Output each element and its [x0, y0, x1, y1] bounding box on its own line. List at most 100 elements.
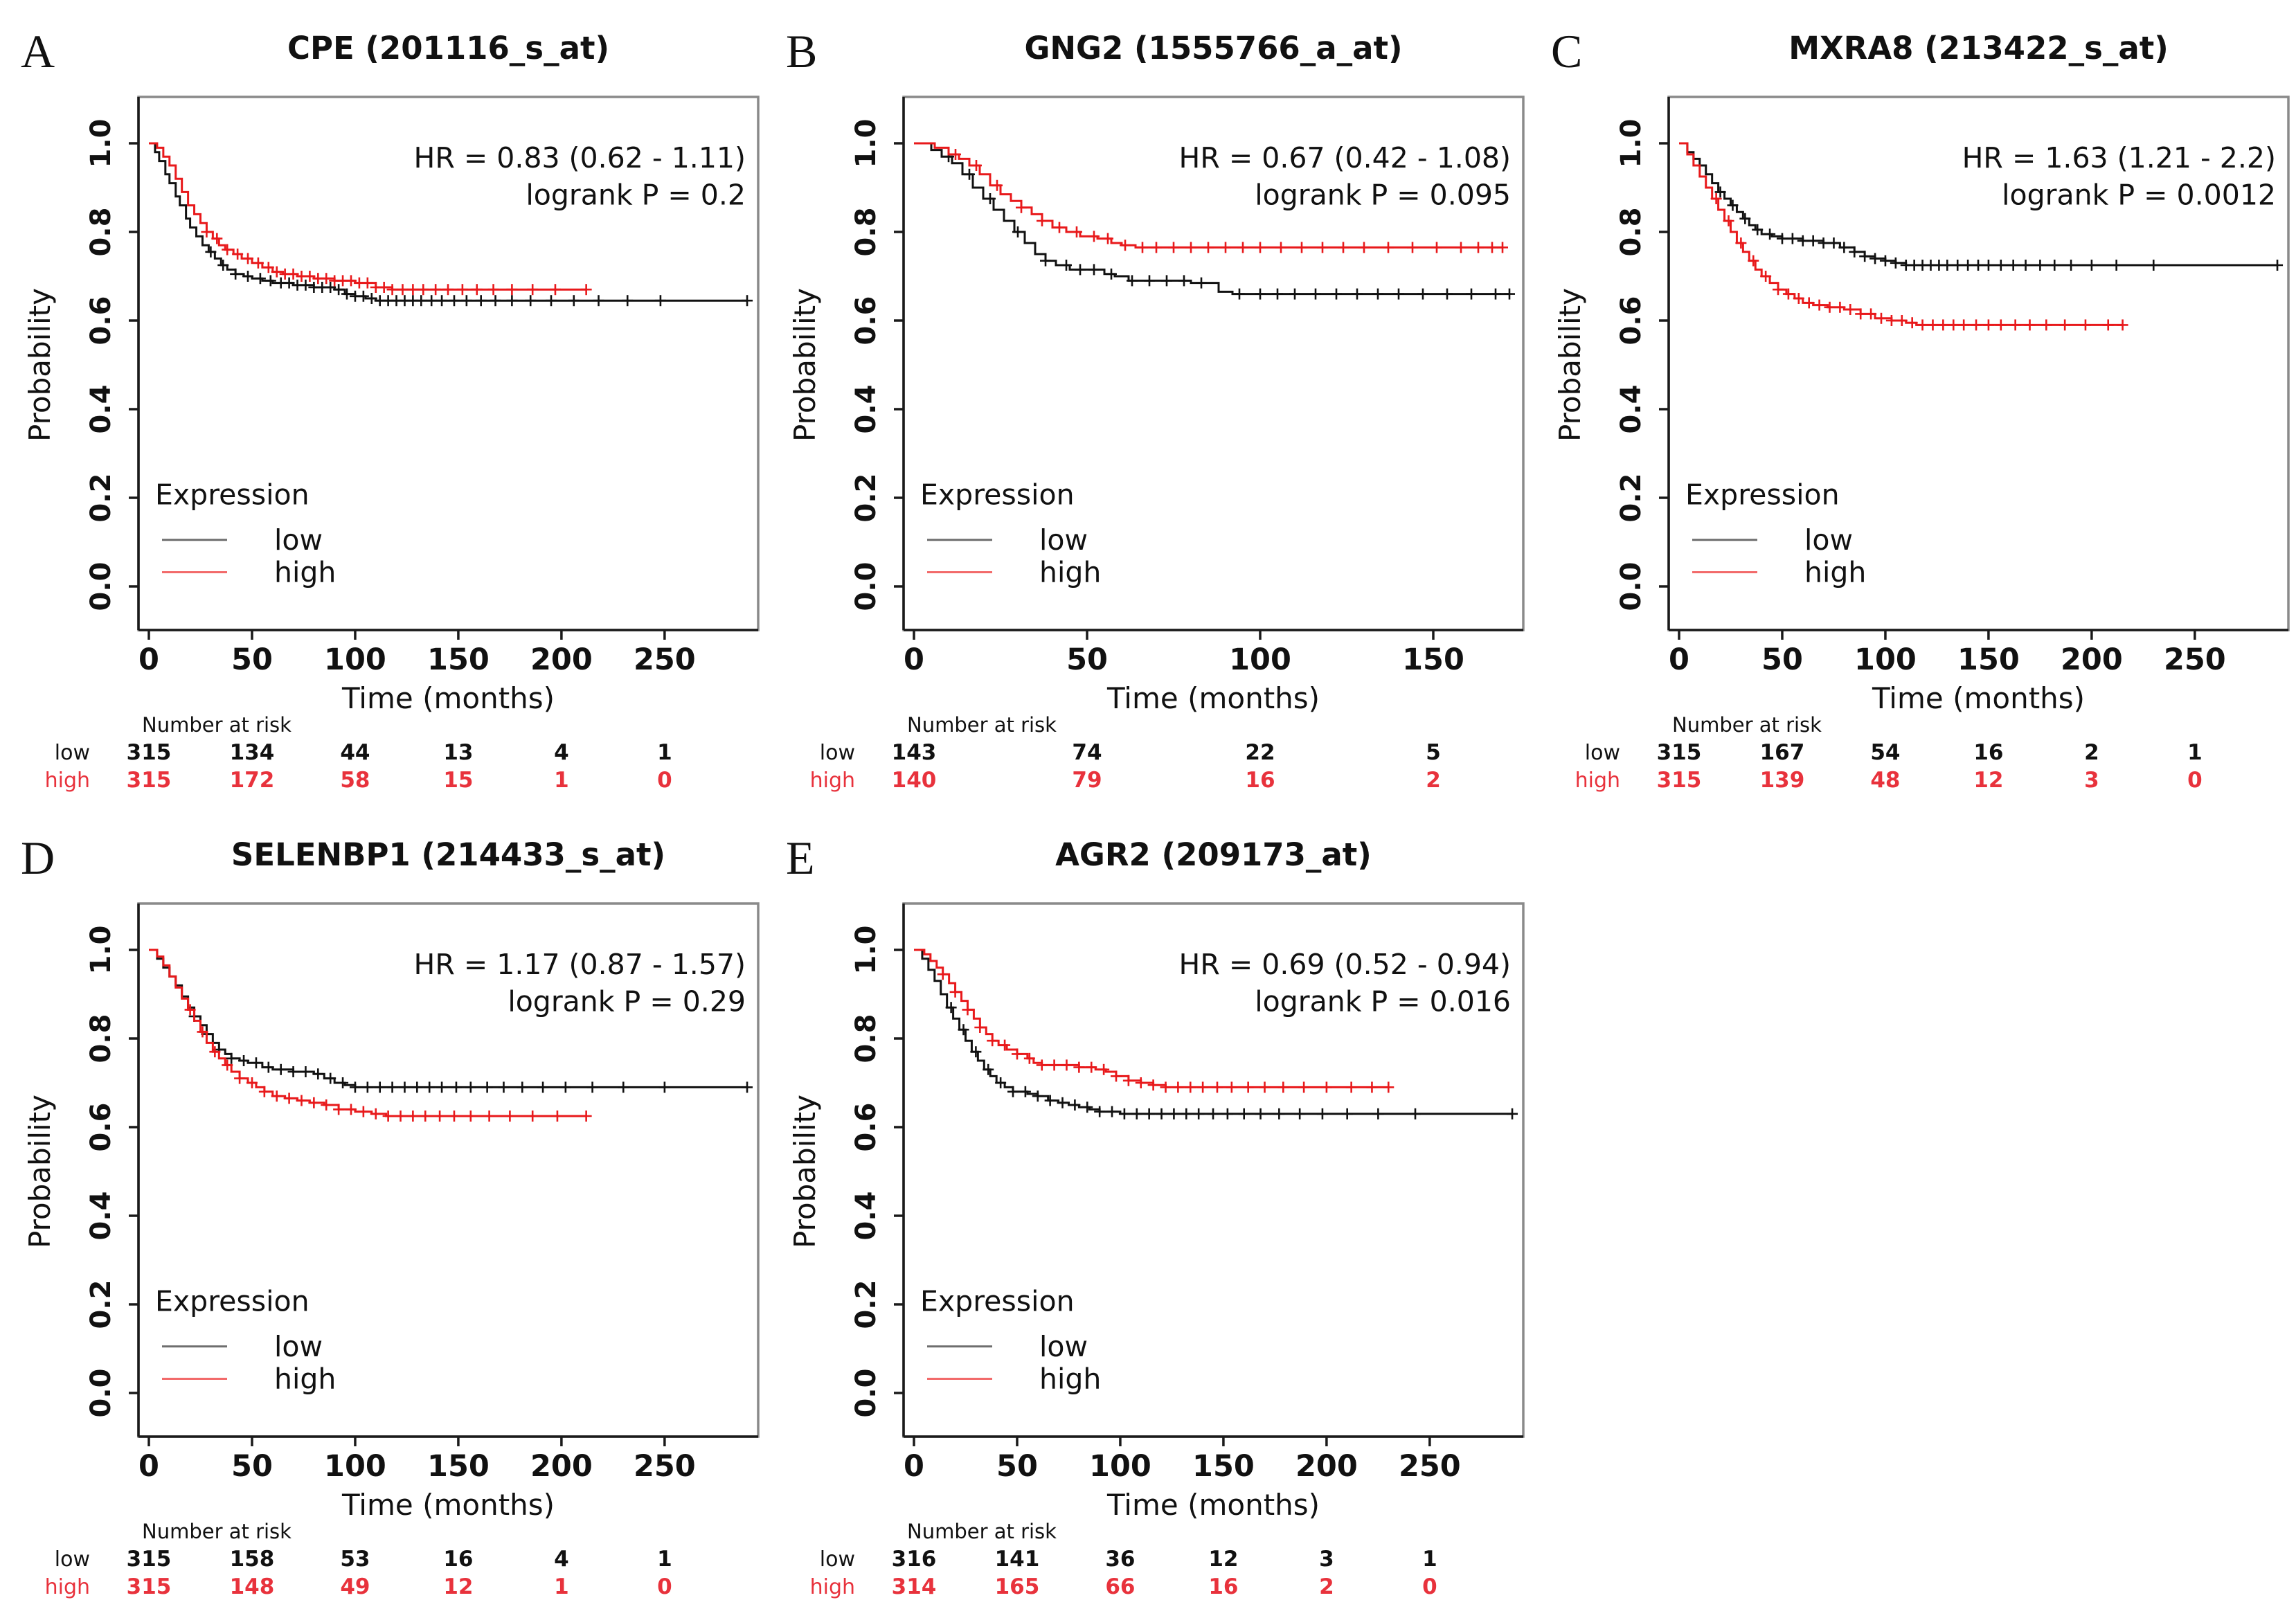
y-tick-label: 1.0 — [850, 119, 882, 168]
logrank-text: logrank P = 0.29 — [508, 985, 746, 1018]
x-tick-label: 150 — [427, 1449, 490, 1484]
y-tick-label: 0.4 — [850, 385, 882, 434]
risk-value-high: 66 — [1105, 1574, 1135, 1599]
panel-letter: D — [21, 832, 55, 884]
panel-title: SELENBP1 (214433_s_at) — [231, 836, 665, 873]
x-axis-label: Time (months) — [341, 681, 555, 715]
y-tick-label: 0.8 — [850, 208, 882, 257]
y-tick-label: 0.6 — [850, 296, 882, 345]
y-tick-label: 0.0 — [85, 1369, 117, 1418]
risk-row-label-low: low — [55, 741, 90, 765]
x-tick-label: 200 — [530, 642, 593, 677]
y-tick-label: 1.0 — [85, 926, 117, 975]
risk-value-low: 16 — [1973, 740, 2003, 765]
plot-frame — [902, 96, 1525, 631]
risk-value-high: 2 — [1319, 1574, 1334, 1599]
risk-value-high: 0 — [657, 1574, 672, 1599]
risk-value-high: 165 — [995, 1574, 1040, 1599]
risk-value-low: 13 — [443, 740, 473, 765]
km-panel-a: A CPE (201116_s_at) 0.0 0.2 0.4 0.6 0.8 1.0 Prob… — [0, 3, 765, 800]
y-tick-label: 0.2 — [850, 474, 882, 523]
y-tick-label: 0.8 — [850, 1014, 882, 1063]
plot-frame — [137, 96, 760, 631]
risk-value-low: 134 — [230, 740, 275, 765]
risk-value-high: 15 — [443, 768, 473, 793]
km-plot-svg: C MXRA8 (213422_s_at) 0.0 0.2 0.4 0.6 0.8 1.0 Pr… — [1551, 25, 2290, 793]
legend-high-label: high — [274, 1363, 336, 1396]
logrank-text: logrank P = 0.095 — [1255, 178, 1511, 211]
panel-title: GNG2 (1555766_a_at) — [1024, 30, 1402, 66]
risk-value-low: 36 — [1105, 1547, 1135, 1572]
risk-value-high: 48 — [1870, 768, 1900, 793]
risk-value-low: 54 — [1870, 740, 1900, 765]
km-curve-low — [914, 142, 1509, 296]
x-tick-label: 250 — [1399, 1449, 1461, 1484]
x-tick-label: 0 — [138, 642, 159, 677]
risk-value-high: 0 — [1422, 1574, 1437, 1599]
y-tick-label: 0.6 — [85, 1103, 117, 1152]
plot-frame — [137, 902, 760, 1438]
x-tick-label: 100 — [1089, 1449, 1151, 1484]
y-tick-label: 1.0 — [1615, 119, 1647, 168]
panel-letter: E — [786, 832, 815, 884]
hr-text: HR = 1.63 (1.21 - 2.2) — [1962, 141, 2276, 174]
y-tick-label: 0.8 — [1615, 208, 1647, 257]
risk-value-high: 12 — [1973, 768, 2003, 793]
y-tick-label: 1.0 — [85, 119, 117, 168]
risk-row-label-low: low — [820, 741, 855, 765]
logrank-text: logrank P = 0.016 — [1255, 985, 1511, 1018]
y-tick-label: 0.0 — [850, 1369, 882, 1418]
risk-row-label-high: high — [1575, 768, 1620, 793]
risk-table-header: Number at risk — [1672, 713, 1822, 737]
risk-value-high: 2 — [1426, 768, 1441, 793]
risk-value-high: 1 — [554, 768, 569, 793]
risk-value-high: 140 — [892, 768, 937, 793]
risk-value-low: 1 — [657, 740, 672, 765]
y-tick-label: 0.0 — [85, 562, 117, 611]
x-tick-label: 200 — [2061, 642, 2123, 677]
legend-high-label: high — [1804, 556, 1866, 589]
risk-value-low: 1 — [2187, 740, 2203, 765]
risk-value-high: 12 — [443, 1574, 473, 1599]
risk-row-label-low: low — [1585, 741, 1620, 765]
hr-text: HR = 0.69 (0.52 - 0.94) — [1179, 948, 1512, 981]
hr-text: HR = 0.67 (0.42 - 1.08) — [1179, 141, 1512, 174]
risk-value-low: 16 — [443, 1547, 473, 1572]
y-tick-label: 0.2 — [1615, 474, 1647, 523]
risk-value-high: 139 — [1760, 768, 1805, 793]
hr-text: HR = 1.17 (0.87 - 1.57) — [414, 948, 746, 981]
x-tick-label: 200 — [1295, 1449, 1358, 1484]
x-tick-label: 150 — [1192, 1449, 1255, 1484]
km-panel-e: E AGR2 (209173_at) 0.0 0.2 0.4 0.6 0.8 1.0 Proba… — [765, 810, 1530, 1606]
km-panel-b: B GNG2 (1555766_a_at) 0.0 0.2 0.4 0.6 0.8 1.0 Pr… — [765, 3, 1530, 800]
km-panel-c: C MXRA8 (213422_s_at) 0.0 0.2 0.4 0.6 0.8 1.0 Pr… — [1530, 3, 2295, 800]
risk-value-low: 74 — [1072, 740, 1102, 765]
y-axis-label: Probability — [23, 1095, 57, 1248]
risk-value-low: 167 — [1760, 740, 1805, 765]
panel-letter: C — [1551, 25, 1582, 78]
km-plot-svg: B GNG2 (1555766_a_at) 0.0 0.2 0.4 0.6 0.8 1.0 Pr… — [786, 25, 1525, 793]
risk-value-low: 2 — [2084, 740, 2099, 765]
risk-value-high: 58 — [340, 768, 370, 793]
risk-value-high: 3 — [2084, 768, 2099, 793]
risk-value-low: 1 — [1422, 1547, 1437, 1572]
x-axis-label: Time (months) — [341, 1488, 555, 1522]
x-tick-label: 50 — [996, 1449, 1038, 1484]
legend-title: Expression — [155, 1285, 310, 1318]
x-tick-label: 0 — [138, 1449, 159, 1484]
y-tick-label: 0.6 — [1615, 296, 1647, 345]
x-tick-label: 100 — [324, 1449, 386, 1484]
risk-value-low: 5 — [1426, 740, 1441, 765]
plot-frame — [1667, 96, 2290, 631]
legend-low-label: low — [274, 1330, 323, 1363]
risk-value-low: 4 — [554, 740, 569, 765]
risk-row-label-high: high — [810, 768, 855, 793]
x-tick-label: 150 — [427, 642, 490, 677]
risk-row-label-low: low — [820, 1547, 855, 1572]
x-tick-label: 0 — [904, 642, 924, 677]
risk-row-label-high: high — [45, 1575, 90, 1599]
x-tick-label: 250 — [2164, 642, 2226, 677]
legend-title: Expression — [1685, 478, 1840, 512]
risk-value-high: 315 — [1657, 768, 1702, 793]
